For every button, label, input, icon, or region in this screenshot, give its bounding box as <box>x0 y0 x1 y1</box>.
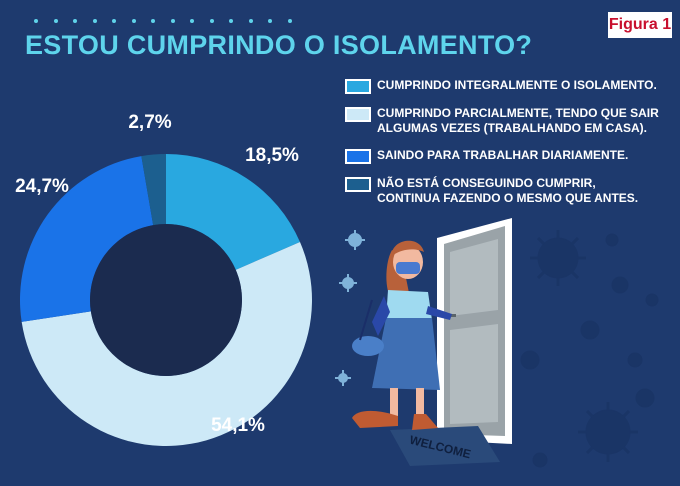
legend-swatch <box>345 177 371 192</box>
legend-item: CUMPRINDO PARCIALMENTE, TENDO QUE SAIR A… <box>345 106 675 136</box>
dot <box>34 19 38 23</box>
legend-swatch <box>345 107 371 122</box>
virus-icon <box>520 350 540 370</box>
virus-icon <box>580 320 600 340</box>
woman-hair <box>386 250 410 300</box>
virus-icon <box>605 233 619 247</box>
chart-legend: CUMPRINDO INTEGRALMENTE O ISOLAMENTO. CUM… <box>345 78 675 218</box>
bag-strap <box>359 299 373 341</box>
virus-icon <box>530 230 586 286</box>
dot <box>248 19 253 23</box>
legend-item: CUMPRINDO INTEGRALMENTE O ISOLAMENTO. <box>345 78 675 94</box>
mat-base <box>390 426 500 466</box>
face-mask <box>396 262 420 274</box>
chart-title: ESTOU CUMPRINDO O ISOLAMENTO? <box>25 30 533 60</box>
legend-item: NÃO ESTÁ CONSEGUINDO CUMPRIR, CONTINUA F… <box>345 176 675 206</box>
welcome-mat: WELCOME <box>390 426 500 466</box>
legend-swatch <box>345 149 371 164</box>
virus-illustrations <box>520 230 659 468</box>
donut-slices <box>20 154 312 446</box>
dot <box>268 19 272 23</box>
legend-label: NÃO ESTÁ CONSEGUINDO CUMPRIR, CONTINUA F… <box>377 176 639 205</box>
virus-icon <box>532 452 548 468</box>
dot <box>112 19 116 23</box>
woman-leg-right <box>416 388 424 418</box>
donut-slice <box>141 154 166 226</box>
slice-value-label: 2,7% <box>128 112 171 133</box>
slice-value-label: 24,7% <box>15 176 69 197</box>
figure-badge: Figura 1 <box>608 12 672 38</box>
virus-icon <box>611 276 629 294</box>
light-virus-icons <box>335 230 365 386</box>
legend-label: SAINDO PARA TRABALHAR DIARIAMENTE. <box>377 148 629 162</box>
dot <box>73 19 77 23</box>
dot <box>229 19 233 23</box>
dot <box>151 19 155 23</box>
virus-icon <box>339 274 357 292</box>
woman-skirt <box>372 318 440 390</box>
woman-boot-right <box>412 414 438 430</box>
dot <box>131 19 136 23</box>
legend-swatch <box>345 79 371 94</box>
door-illustration <box>437 218 512 444</box>
dot <box>209 19 214 23</box>
donut-slice <box>166 154 300 270</box>
door-inset-bottom <box>450 324 498 424</box>
handbag <box>352 336 384 356</box>
slice-labels: 18,5% 54,1% 24,7% 2,7% <box>15 112 299 436</box>
dot <box>53 19 58 23</box>
donut-slice <box>21 242 312 446</box>
dot <box>170 19 175 23</box>
woman-boot-left <box>352 410 398 428</box>
slice-value-label: 18,5% <box>245 145 299 166</box>
woman-shirt <box>386 290 432 320</box>
dot <box>287 19 292 23</box>
virus-icon <box>345 230 365 250</box>
virus-icon <box>335 370 351 386</box>
woman-illustration <box>352 240 452 430</box>
legend-label: CUMPRINDO INTEGRALMENTE O ISOLAMENTO. <box>377 78 657 92</box>
decorative-dots <box>34 19 292 23</box>
woman-arm-left <box>372 296 390 336</box>
dot <box>190 19 194 23</box>
donut-center <box>90 224 242 376</box>
door-inset-top <box>450 239 498 316</box>
virus-icon <box>578 402 638 462</box>
woman-arm-right <box>426 306 452 320</box>
virus-icon <box>627 352 643 368</box>
slice-value-label: 54,1% <box>211 415 265 436</box>
woman-hair-top <box>392 240 424 256</box>
legend-item: SAINDO PARA TRABALHAR DIARIAMENTE. <box>345 148 675 164</box>
donut-slice <box>20 156 154 322</box>
virus-icon <box>645 293 659 307</box>
legend-label: CUMPRINDO PARCIALMENTE, TENDO QUE SAIR A… <box>377 106 659 135</box>
woman-leg-left <box>390 388 398 418</box>
virus-icon <box>635 388 655 408</box>
dot <box>92 19 97 23</box>
